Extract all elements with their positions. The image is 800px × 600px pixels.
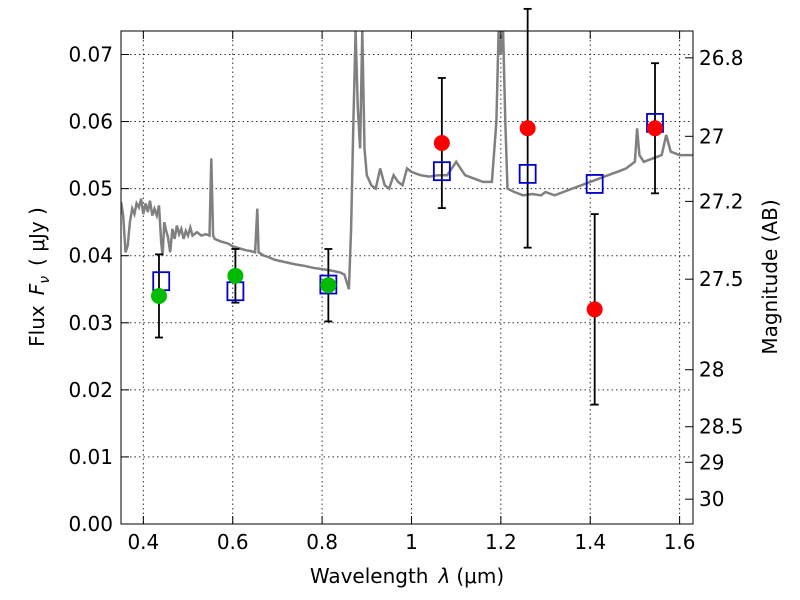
y-axis-ticks: 0.00 0.01 0.02 0.03 0.04 0.05 0.06 0.07: [68, 42, 129, 536]
optical-data-point: [227, 267, 244, 284]
y2-axis-title: Magnitude (AB): [758, 199, 782, 354]
x-axis-title-text: Wavelength: [310, 564, 429, 588]
y-axis-title-unit: ( μJy ): [25, 207, 49, 266]
error-bars: [154, 7, 660, 406]
data-markers: [150, 112, 664, 318]
x-axis-title-unit: (μm): [456, 564, 504, 588]
optical-data-point: [320, 277, 337, 294]
x-axis-title-symbol: λ: [438, 564, 451, 588]
x-axis-title: Wavelength λ (μm): [310, 564, 504, 588]
nir-data-point: [586, 301, 603, 318]
y2-axis-ticks: 26.8 27 27.2 27.5 28 28.5 29 30: [685, 46, 744, 511]
y-axis-title-text: Flux: [25, 305, 49, 347]
x-axis-ticks: 0.4 0.6 0.8 1 1.2 1.4 1.6: [127, 31, 696, 554]
plot-frame: [120, 30, 694, 525]
grid-lines: [121, 31, 693, 525]
y-axis-title-subscript: ν: [37, 276, 53, 284]
y-tick-label: 0.07: [68, 42, 113, 66]
y2-tick-label: 29: [699, 450, 724, 474]
y-axis-title-symbol: F: [25, 283, 49, 295]
y-tick-label: 0.04: [68, 244, 113, 268]
y2-tick-label: 28.5: [699, 415, 744, 439]
model-band-square: [432, 161, 451, 182]
y-axis-title: Flux Fν ( μJy ): [25, 207, 53, 347]
y-tick-label: 0.03: [68, 311, 113, 335]
x-tick-label: 1.2: [485, 530, 517, 554]
x-tick-label: 0.6: [217, 530, 249, 554]
y-tick-label: 0.05: [68, 177, 113, 201]
spectrum-layer: [121, 31, 693, 290]
x-tick-label: 0.4: [127, 530, 159, 554]
y2-tick-label: 26.8: [699, 46, 744, 70]
y-tick-label: 0.06: [68, 110, 113, 134]
nir-data-point: [647, 120, 664, 137]
y2-tick-label: 27: [699, 124, 724, 148]
x-tick-label: 0.8: [306, 530, 338, 554]
x-tick-label: 1.6: [664, 530, 696, 554]
y2-tick-label: 28: [699, 358, 724, 382]
y-tick-label: 0.00: [68, 512, 113, 536]
x-tick-label: 1: [405, 530, 418, 554]
y2-tick-label: 27.5: [699, 267, 744, 291]
y2-tick-label: 30: [699, 487, 724, 511]
x-tick-label: 1.4: [574, 530, 606, 554]
model-band-square: [585, 174, 604, 194]
nir-data-point: [433, 135, 450, 152]
plot-background: [121, 31, 693, 524]
model-band-square: [319, 274, 338, 295]
model-band-square: [518, 163, 537, 184]
optical-data-point: [150, 287, 167, 304]
model-spectrum-line: [121, 31, 693, 290]
y2-tick-label: 27.2: [699, 189, 744, 213]
y-tick-label: 0.01: [68, 445, 113, 469]
y-tick-label: 0.02: [68, 378, 113, 402]
nir-data-point: [519, 120, 536, 137]
